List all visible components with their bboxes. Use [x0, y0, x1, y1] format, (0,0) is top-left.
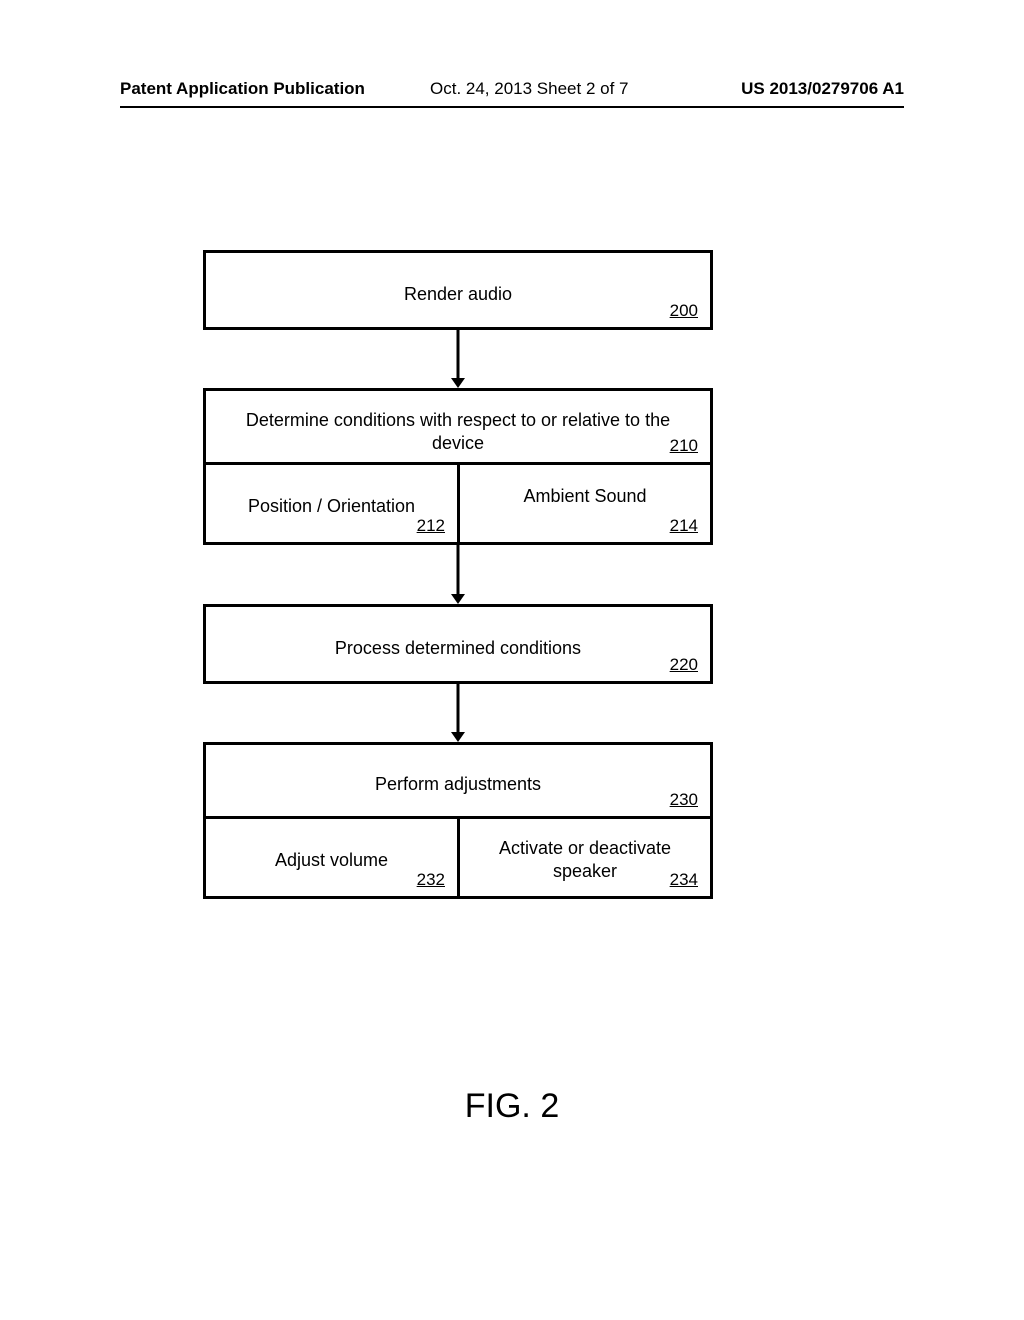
ref-number: 230	[670, 790, 698, 810]
flow-arrow	[451, 330, 465, 388]
flow-node-process-conditions: Process determined conditions 220	[203, 604, 713, 684]
header-center: Oct. 24, 2013 Sheet 2 of 7	[430, 79, 628, 99]
flow-arrow	[451, 684, 465, 742]
flow-node-label: Process determined conditions	[206, 637, 710, 660]
flow-node-label: Render audio	[206, 283, 710, 306]
flow-node-label: Perform adjustments	[206, 773, 710, 796]
flow-subnode-position-orientation: Position / Orientation 212	[203, 462, 460, 545]
ref-number: 214	[670, 516, 698, 536]
header-rule	[120, 106, 904, 108]
flow-node-perform-adjustments: Perform adjustments 230	[203, 742, 713, 819]
flow-subnode-adjust-volume: Adjust volume 232	[203, 816, 460, 899]
flow-node-render-audio: Render audio 200	[203, 250, 713, 330]
ref-number: 200	[670, 301, 698, 321]
header-right: US 2013/0279706 A1	[741, 79, 904, 99]
flow-node-label: Adjust volume	[206, 849, 457, 872]
flow-node-label: Determine conditions with respect to or …	[206, 409, 710, 454]
flow-subnode-activate-deactivate-speaker: Activate or deactivate speaker 234	[457, 816, 713, 899]
flow-node-label: Position / Orientation	[206, 495, 457, 518]
ref-number: 210	[670, 436, 698, 456]
flow-subnode-ambient-sound: Ambient Sound 214	[457, 462, 713, 545]
flow-arrow	[451, 545, 465, 604]
ref-number: 212	[417, 516, 445, 536]
ref-number: 232	[417, 870, 445, 890]
figure-caption: FIG. 2	[0, 1087, 1024, 1126]
ref-number: 234	[670, 870, 698, 890]
flow-node-determine-conditions: Determine conditions with respect to or …	[203, 388, 713, 465]
header-left: Patent Application Publication	[120, 79, 365, 99]
flow-node-label: Ambient Sound	[460, 485, 710, 508]
ref-number: 220	[670, 655, 698, 675]
